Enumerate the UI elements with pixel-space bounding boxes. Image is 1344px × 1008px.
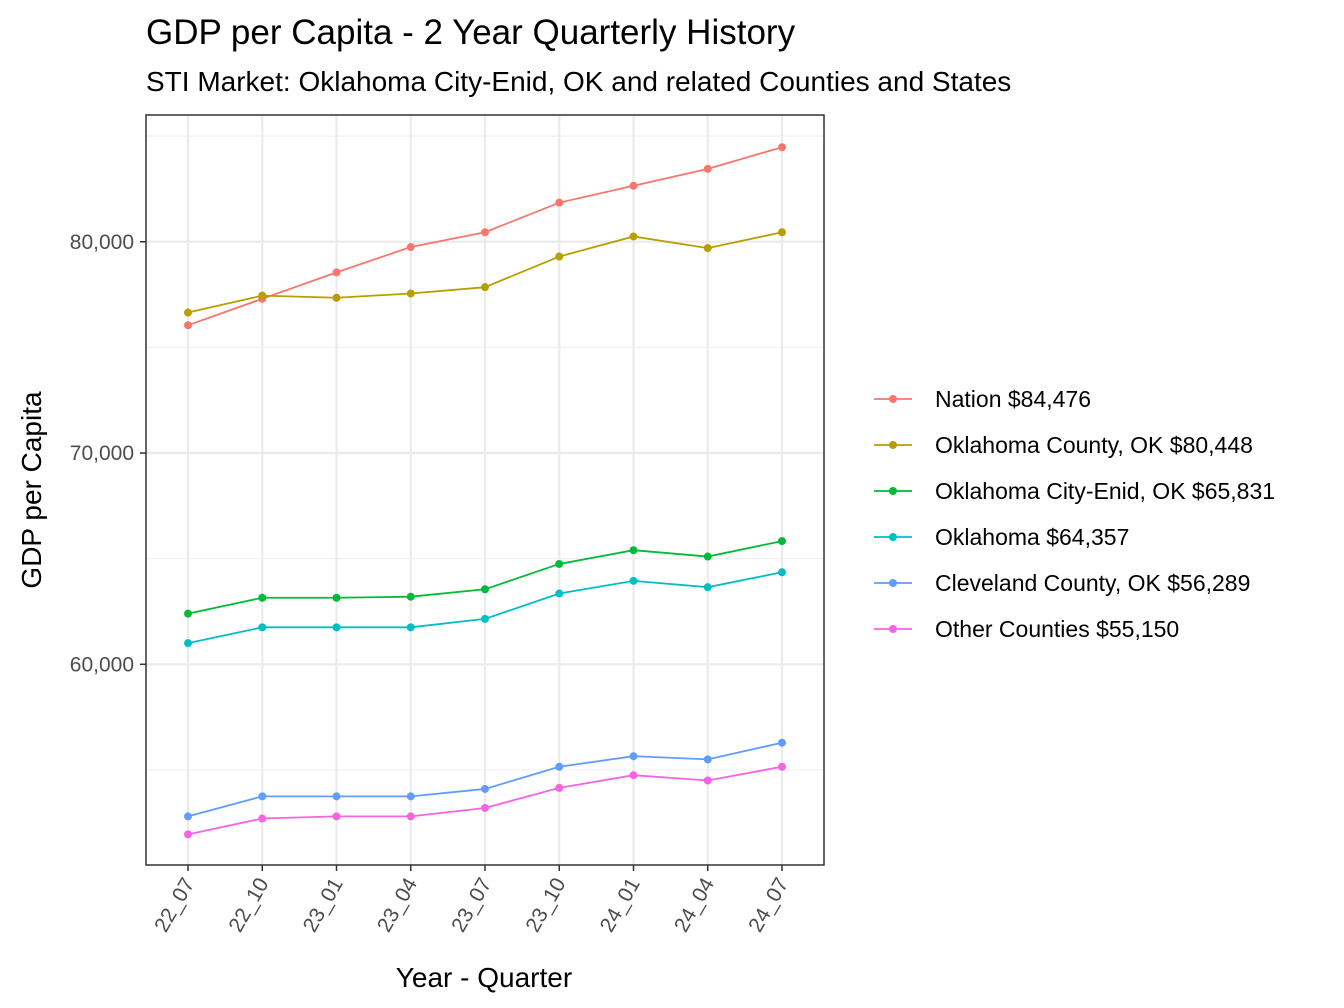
legend-item: Nation $84,476: [874, 386, 1091, 412]
data-point: [184, 639, 192, 648]
data-point: [184, 609, 192, 618]
legend-label: Other Counties $55,150: [935, 616, 1179, 642]
y-tick-label: 70,000: [70, 442, 134, 465]
data-point: [481, 784, 489, 793]
legend-label: Oklahoma City-Enid, OK $65,831: [935, 478, 1275, 504]
data-point: [778, 738, 786, 747]
y-axis: 60,000 70,000 80,000: [70, 231, 146, 676]
data-point: [258, 814, 267, 823]
legend-key-point: [889, 579, 897, 587]
major-gridlines: [146, 115, 824, 865]
data-point: [258, 792, 267, 801]
data-point: [406, 243, 415, 252]
data-point: [481, 803, 489, 812]
data-point: [406, 623, 415, 632]
data-point: [703, 776, 712, 785]
data-point: [481, 283, 489, 292]
legend-key-point: [889, 625, 897, 633]
legend-key-point: [889, 487, 897, 495]
series-layer: [184, 143, 786, 839]
data-point: [778, 537, 786, 546]
data-point: [258, 593, 267, 602]
series-oklahoma-city-enid-ok: [184, 537, 786, 618]
data-point: [481, 228, 489, 237]
data-point: [778, 762, 786, 771]
legend: Nation $84,476 Oklahoma County, OK $80,44…: [874, 386, 1275, 642]
data-point: [184, 321, 192, 330]
series-oklahoma: [184, 568, 786, 648]
data-point: [629, 771, 638, 780]
data-point: [778, 143, 786, 152]
x-axis-title: Year - Quarter: [396, 962, 572, 993]
data-point: [629, 546, 638, 555]
data-point: [703, 244, 712, 253]
data-point: [555, 198, 564, 207]
legend-label: Oklahoma County, OK $80,448: [935, 432, 1253, 458]
series-cleveland-county-ok: [184, 738, 786, 821]
data-point: [703, 755, 712, 764]
data-point: [629, 576, 638, 585]
data-point: [481, 614, 489, 623]
data-point: [406, 592, 415, 601]
data-point: [703, 583, 712, 592]
data-point: [629, 181, 638, 190]
data-point: [184, 830, 192, 839]
chart-subtitle: STI Market: Oklahoma City-Enid, OK and r…: [146, 66, 1011, 97]
series-other-counties: [184, 762, 786, 839]
data-point: [332, 792, 341, 801]
legend-item: Oklahoma County, OK $80,448: [874, 432, 1253, 458]
data-point: [332, 268, 341, 277]
series-oklahoma-county-ok: [184, 228, 786, 317]
data-point: [406, 289, 415, 298]
data-point: [555, 762, 564, 771]
data-point: [332, 593, 341, 602]
data-point: [406, 792, 415, 801]
data-point: [332, 623, 341, 632]
data-point: [703, 552, 712, 561]
legend-label: Cleveland County, OK $56,289: [935, 570, 1250, 596]
legend-key-point: [889, 441, 897, 449]
data-point: [555, 783, 564, 792]
data-point: [778, 568, 786, 577]
legend-item: Cleveland County, OK $56,289: [874, 570, 1250, 596]
data-point: [332, 812, 341, 821]
data-point: [555, 252, 564, 261]
legend-item: Oklahoma $64,357: [874, 524, 1129, 550]
legend-item: Oklahoma City-Enid, OK $65,831: [874, 478, 1275, 504]
data-point: [406, 812, 415, 821]
data-point: [555, 589, 564, 598]
legend-label: Oklahoma $64,357: [935, 524, 1129, 550]
data-point: [184, 308, 192, 317]
data-point: [481, 585, 489, 594]
data-point: [258, 291, 267, 300]
data-point: [332, 293, 341, 302]
legend-key-point: [889, 533, 897, 541]
data-point: [629, 752, 638, 761]
chart-title: GDP per Capita - 2 Year Quarterly Histor…: [146, 13, 796, 52]
y-tick-label: 80,000: [70, 231, 134, 254]
data-point: [555, 559, 564, 568]
series-nation: [184, 143, 786, 330]
legend-label: Nation $84,476: [935, 386, 1091, 412]
legend-key-point: [889, 395, 897, 403]
legend-item: Other Counties $55,150: [874, 616, 1179, 642]
data-point: [258, 623, 267, 632]
data-point: [629, 232, 638, 241]
y-tick-label: 60,000: [70, 653, 134, 676]
y-axis-title: GDP per Capita: [16, 391, 47, 589]
data-point: [778, 228, 786, 237]
data-point: [184, 812, 192, 821]
data-point: [703, 164, 712, 173]
